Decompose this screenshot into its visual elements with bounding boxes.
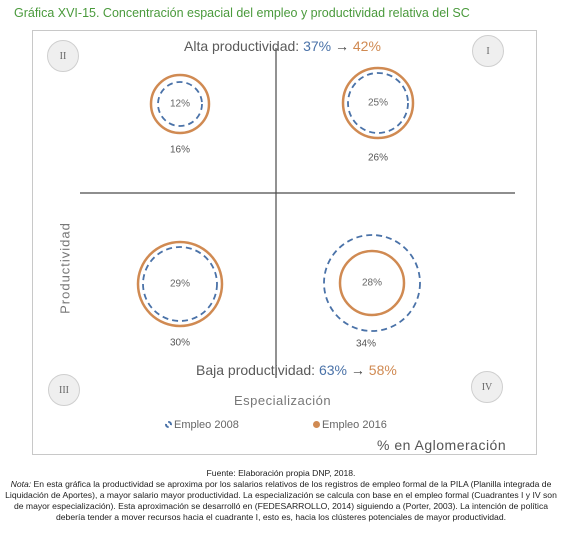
cluster-iii-empleo-2008-circle [142,246,218,322]
high-productivity-2016: 42% [352,38,381,54]
legend-empleo-2008: Empleo 2008 [165,419,239,431]
cluster-iv-empleo-2016-circle [338,249,406,317]
cluster-i-empleo-2008-circle [347,72,409,134]
cluster-iv-2008-value: 28% [361,277,383,289]
quadrant-i-badge: I [472,35,504,67]
figure-title: Gráfica XVI-15. Concentración espacial d… [14,6,470,20]
cluster-ii-empleo-2016-circle [149,73,211,135]
cluster-iv-empleo-2008-circle [323,234,421,332]
legend-2008-label: Empleo 2008 [174,419,239,431]
low-productivity-label: Baja productividad: 63% → 58% [196,362,397,378]
aggregate-label: % en Aglomeración [377,437,507,453]
cluster-ii-2008-value: 12% [169,98,191,110]
high-productivity-2008: 37% [303,38,332,54]
cluster-iv-2016-value: 34% [355,338,377,350]
x-axis-label: Especialización [234,393,332,408]
cluster-iii-2008-value: 29% [169,278,191,290]
note-text: En esta gráfica la productividad se apro… [5,479,557,522]
quadrant-ii-badge: II [47,40,79,72]
cluster-ii-empleo-2008-circle [157,81,203,127]
cluster-iii-2016-value: 30% [169,337,191,349]
high-productivity-text: Alta productividad: [184,38,300,54]
note-paragraph: Nota: En esta gráfica la productividad s… [4,479,558,523]
cluster-i-empleo-2016-circle [341,66,415,140]
diagram-frame [32,30,537,455]
arrow-icon: → [335,38,349,54]
cluster-ii-2016-value: 16% [169,144,191,156]
quadrant-iii-badge: III [48,374,80,406]
arrow-icon: → [350,362,365,378]
cluster-iii-empleo-2016-circle [136,240,224,328]
legend-2008-marker [165,420,172,428]
low-productivity-text: Baja productividad: [196,362,316,378]
legend-2016-marker [313,420,320,428]
quadrant-iv-badge: IV [471,371,503,403]
cluster-i-2008-value: 25% [367,97,389,109]
legend-2016-label: Empleo 2016 [322,419,387,431]
cluster-i-2016-value: 26% [367,152,389,164]
source-text: Fuente: Elaboración propia DNP, 2018. [206,468,356,478]
low-productivity-2016: 58% [368,362,397,378]
high-productivity-label: Alta productividad: 37% → 42% [184,38,381,54]
y-axis-label: Productividad [57,222,73,314]
legend-empleo-2016: Empleo 2016 [313,419,387,431]
note-label: Nota: [10,479,32,489]
low-productivity-2008: 63% [318,362,347,378]
